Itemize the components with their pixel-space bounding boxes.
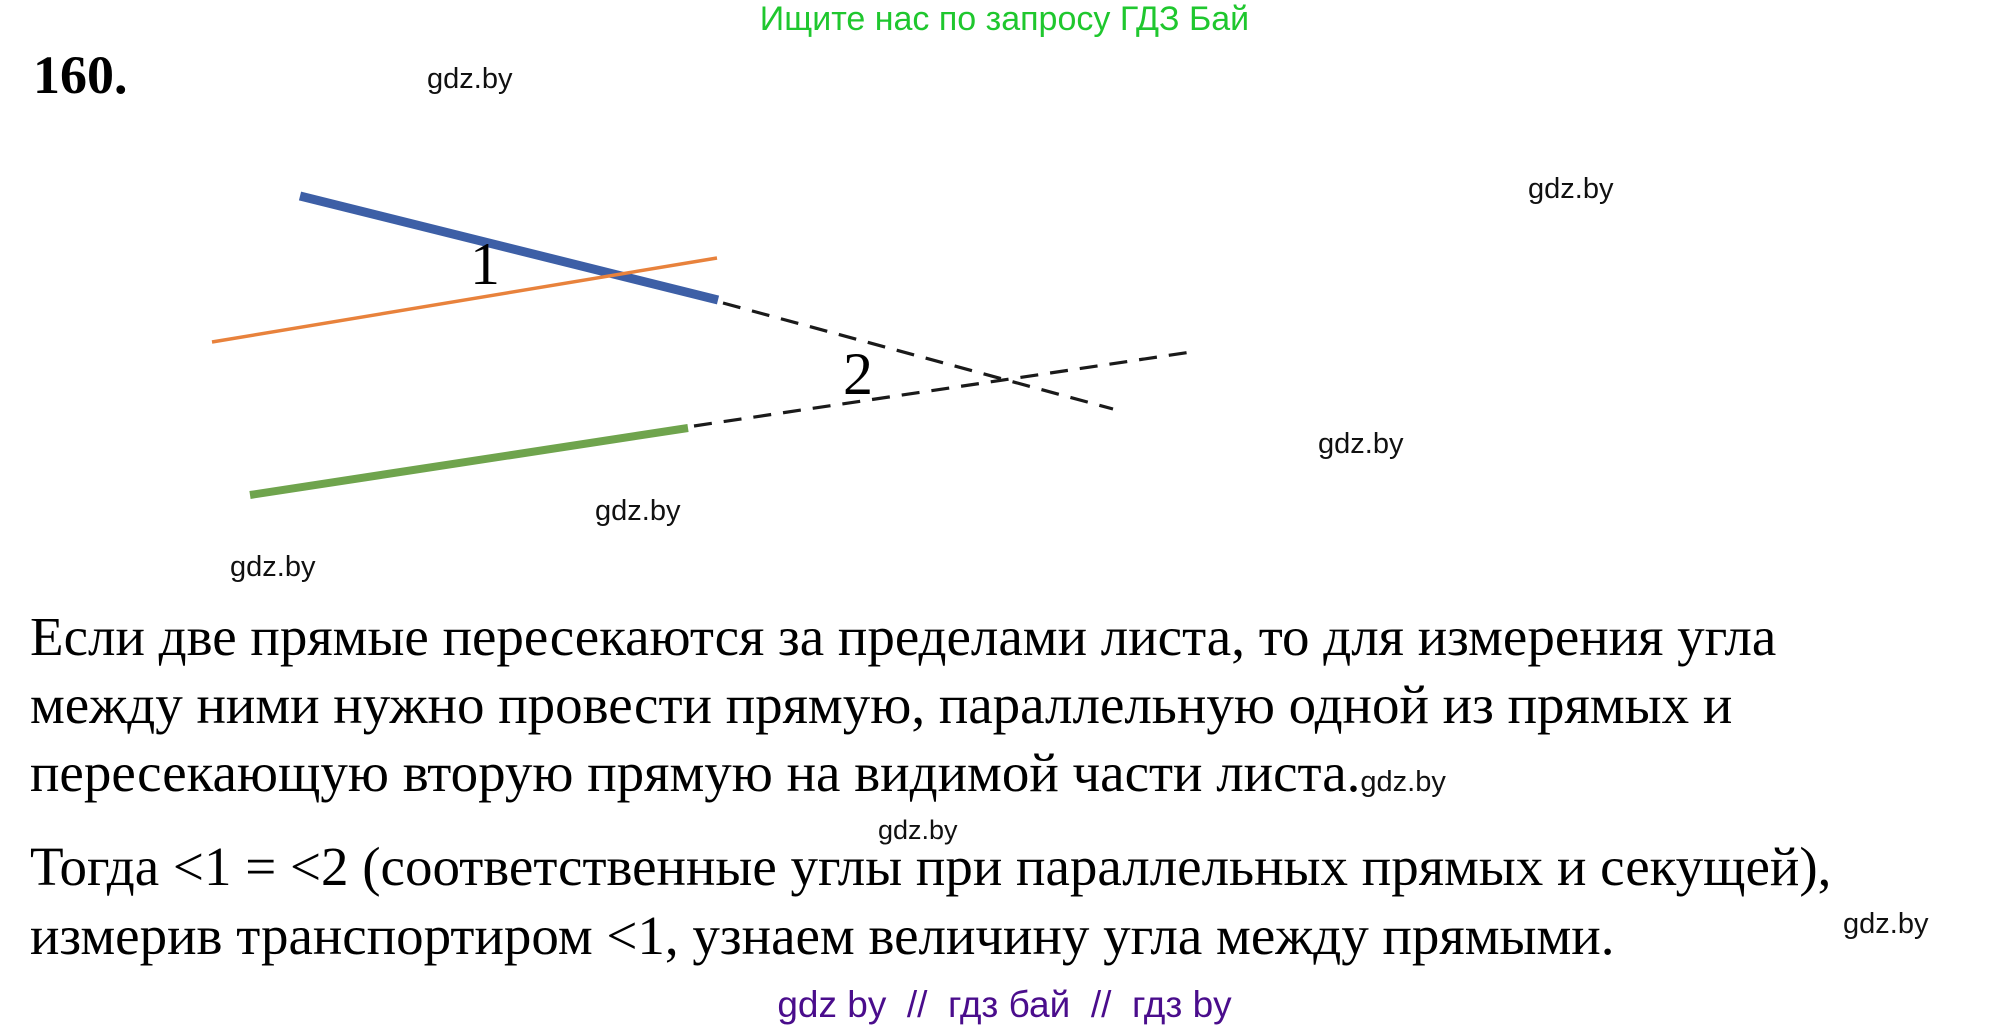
solution-paragraph1-line3-text: пересекающую вторую прямую на видимой ча… <box>30 742 1361 803</box>
figure-line-green <box>249 424 689 499</box>
angle-label-1: 1 <box>470 231 500 297</box>
solution-paragraph1-line3: пересекающую вторую прямую на видимой ча… <box>30 745 1446 800</box>
watermark-top-right: gdz.by <box>1528 173 1614 205</box>
watermark-mid-right: gdz.by <box>1318 428 1404 460</box>
solution-paragraph1-line1: Если две прямые пересекаются за пределам… <box>30 606 1777 667</box>
problem-number: 160. <box>33 45 128 105</box>
figure-line-blue <box>298 191 720 305</box>
geometry-figure: 1 2 <box>211 191 1199 499</box>
footer-search-queries: gdz by // гдз бай // гдз by <box>777 984 1232 1025</box>
angle-label-2: 2 <box>843 341 873 407</box>
watermark-last-line-right: gdz.by <box>1843 908 1929 940</box>
figure-dashed-extension-green <box>693 349 1199 428</box>
watermark-inline-after-paragraph1: gdz.by <box>1360 766 1446 798</box>
watermark-between-paragraphs: gdz.by <box>878 815 958 845</box>
watermark-bottom-left: gdz.by <box>230 551 316 583</box>
solution-paragraph2-line2: измерив транспортиром <1, узнаем величин… <box>30 905 1615 966</box>
promo-banner-text: Ищите нас по запросу ГДЗ Бай <box>759 0 1250 38</box>
solution-paragraph1-line2: между ними нужно провести прямую, паралл… <box>30 674 1733 735</box>
watermark-below-green-line: gdz.by <box>595 495 681 527</box>
solution-paragraph2-line1: Тогда <1 = <2 (соответственные углы при … <box>30 836 1832 897</box>
watermark-top-left: gdz.by <box>427 63 513 95</box>
figure-dashed-extension-blue <box>722 301 1114 411</box>
figure-line-orange-parallel <box>211 256 718 344</box>
